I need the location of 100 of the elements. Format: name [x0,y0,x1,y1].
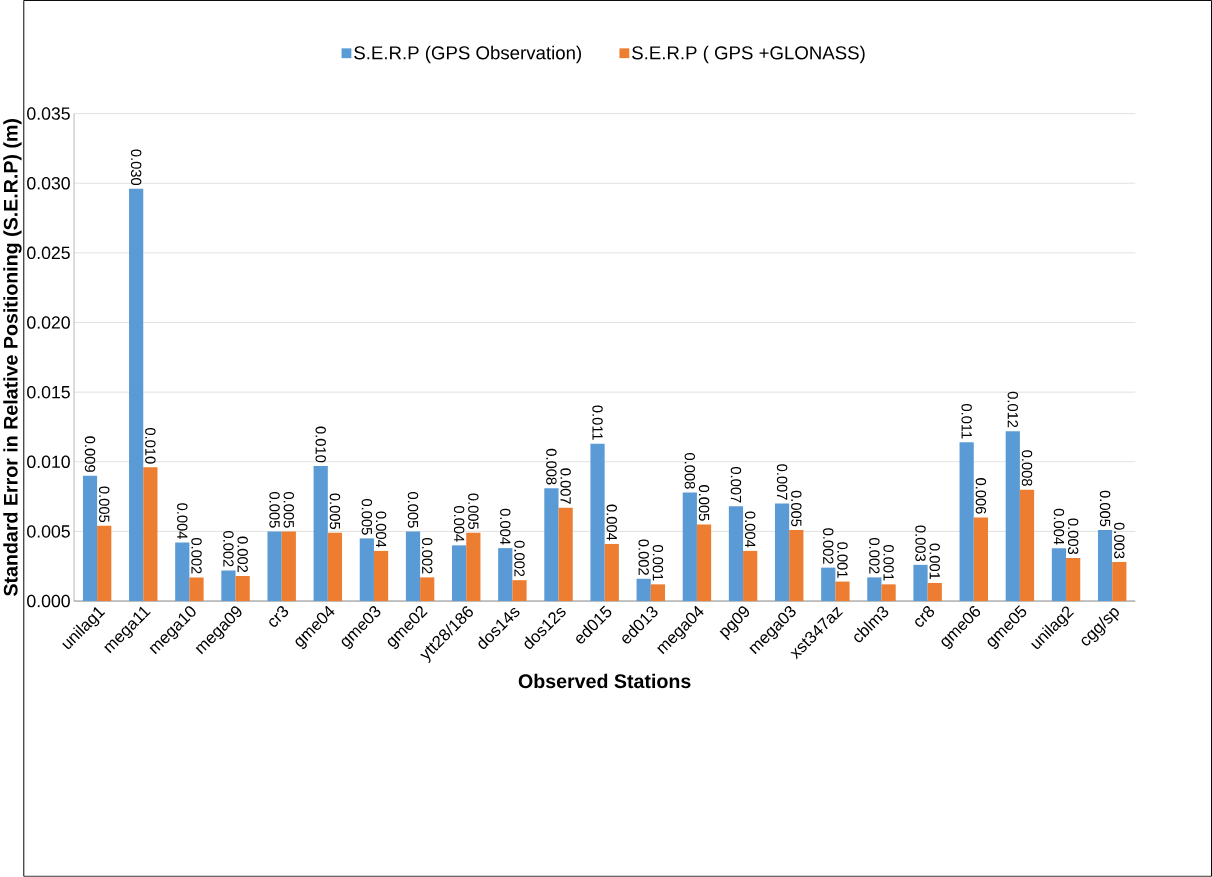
bar [420,577,435,602]
y-tick-label: 0.020 [27,316,70,329]
bar [498,548,513,602]
y-tick-label: 0.025 [27,246,70,260]
bar [267,531,282,602]
bar [1112,562,1127,602]
legend-label: S.E.R.P (GPS Observation) [354,45,582,64]
bar [867,577,882,602]
data-label: 0.002 [638,539,649,575]
data-label: 0.010 [315,426,326,463]
bar [189,577,204,602]
y-tick-label: 0.005 [27,525,70,538]
data-label: 0.003 [915,525,926,562]
data-label: 0.002 [191,538,202,574]
bar [281,531,296,602]
data-label: 0.002 [223,531,234,567]
data-label: 0.003 [1067,518,1079,555]
data-label: 0.004 [744,511,756,548]
x-tick-label: cr3 [269,606,289,627]
bar [327,532,343,602]
bar [774,503,790,602]
data-label: 0.008 [1021,450,1033,486]
data-label: 0.005 [283,492,294,528]
bar [1051,548,1067,602]
bar [650,584,666,602]
data-label: 0.004 [375,511,387,548]
bar [743,551,758,602]
bar [1005,431,1020,602]
data-label: 0.002 [869,538,880,574]
bar [558,507,573,602]
data-label: 0.009 [84,436,96,472]
data-label: 0.001 [883,545,894,581]
data-label: 0.002 [514,540,525,577]
data-label: 0.008 [546,448,557,485]
data-label: 0.002 [422,538,433,574]
bar [728,506,744,602]
bar [82,475,98,602]
bar [927,583,942,602]
data-label: 0.005 [468,493,479,530]
bar [636,578,651,602]
bar [405,531,421,602]
bar [821,567,836,602]
data-label: 0.001 [837,542,848,578]
bar [452,545,467,602]
data-label: 0.011 [592,405,603,440]
data-label: 0.004 [1053,508,1065,545]
data-label: 0.005 [698,485,710,521]
y-tick-label: 0.035 [27,107,70,120]
bar [313,466,328,602]
data-label: 0.005 [407,492,419,528]
data-label: 0.004 [500,508,511,545]
bar [143,467,158,602]
bar [129,188,144,602]
data-label: 0.001 [652,545,664,581]
bar [604,544,619,602]
bar [466,532,481,602]
y-tick-label: 0.000 [27,594,70,608]
data-label: 0.011 [961,404,972,439]
bar [789,530,804,602]
bar [696,524,712,602]
data-label: 0.030 [130,149,142,186]
data-label: 0.007 [730,467,742,503]
bar [682,492,697,602]
bar [913,564,928,602]
bar [973,517,988,602]
data-label: 0.008 [684,453,696,489]
bar [175,542,190,602]
bar [235,576,250,602]
data-label: 0.005 [1099,490,1111,527]
data-label: 0.001 [929,543,940,580]
bar [97,525,112,602]
bar [881,584,896,602]
bar [221,570,236,602]
data-label: 0.002 [823,528,834,564]
data-label: 0.004 [453,506,465,542]
data-label: 0.005 [99,486,110,523]
data-label: 0.007 [560,468,571,504]
y-tick-label: 0.015 [27,385,70,399]
bar [590,443,605,602]
bar [1066,557,1081,602]
bar [373,551,389,602]
data-label: 0.005 [269,492,280,528]
data-label: 0.010 [145,428,156,464]
data-label: 0.003 [1114,522,1125,559]
bar [959,442,974,602]
data-label: 0.004 [606,504,617,541]
x-tick-label: cr8 [915,606,935,627]
data-label: 0.012 [1007,391,1019,428]
bar [835,581,850,602]
bar [359,538,374,602]
data-label: 0.006 [975,478,987,514]
data-label: 0.005 [329,493,341,530]
bar [1019,489,1035,602]
bar [1097,530,1113,602]
data-label: 0.005 [361,499,373,535]
bar [544,488,559,602]
bar [512,580,527,602]
data-label: 0.007 [776,464,788,500]
data-label: 0.002 [237,536,248,573]
y-tick-label: 0.010 [27,455,70,469]
